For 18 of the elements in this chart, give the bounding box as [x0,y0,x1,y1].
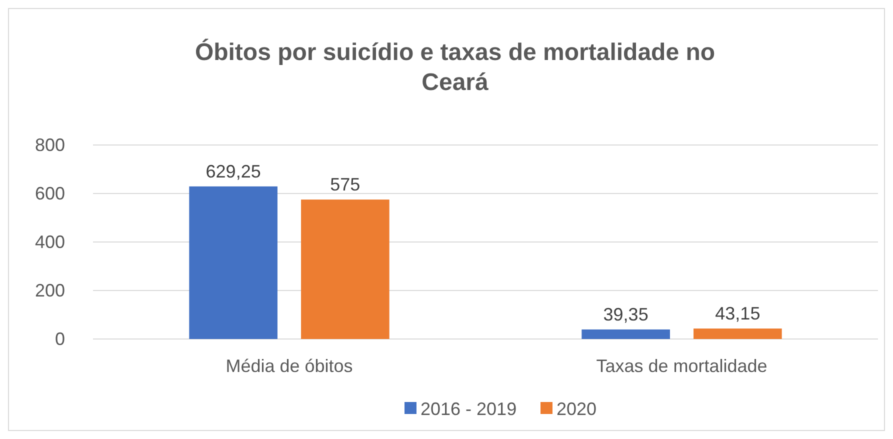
y-tick-label: 200 [34,280,65,300]
y-tick-label: 400 [34,232,65,252]
x-tick-label: Média de óbitos [226,356,353,376]
y-tick-label: 600 [34,184,65,204]
bar [301,200,390,339]
data-label: 575 [330,174,360,195]
y-tick-label: 0 [54,329,65,349]
data-label: 629,25 [206,161,261,182]
bar [189,186,278,339]
y-tick-label: 800 [34,135,65,155]
x-tick-label: Taxas de mortalidade [596,356,768,376]
data-label: 39,35 [603,304,648,324]
data-label: 43,15 [715,304,760,324]
bar [582,329,670,339]
legend-label: 2016 - 2019 [420,399,517,419]
chart-title: Óbitos por suicídio e taxas de mortalidade no Ceará [194,38,716,96]
bar [694,328,782,339]
legend-label: 2020 [556,399,597,419]
